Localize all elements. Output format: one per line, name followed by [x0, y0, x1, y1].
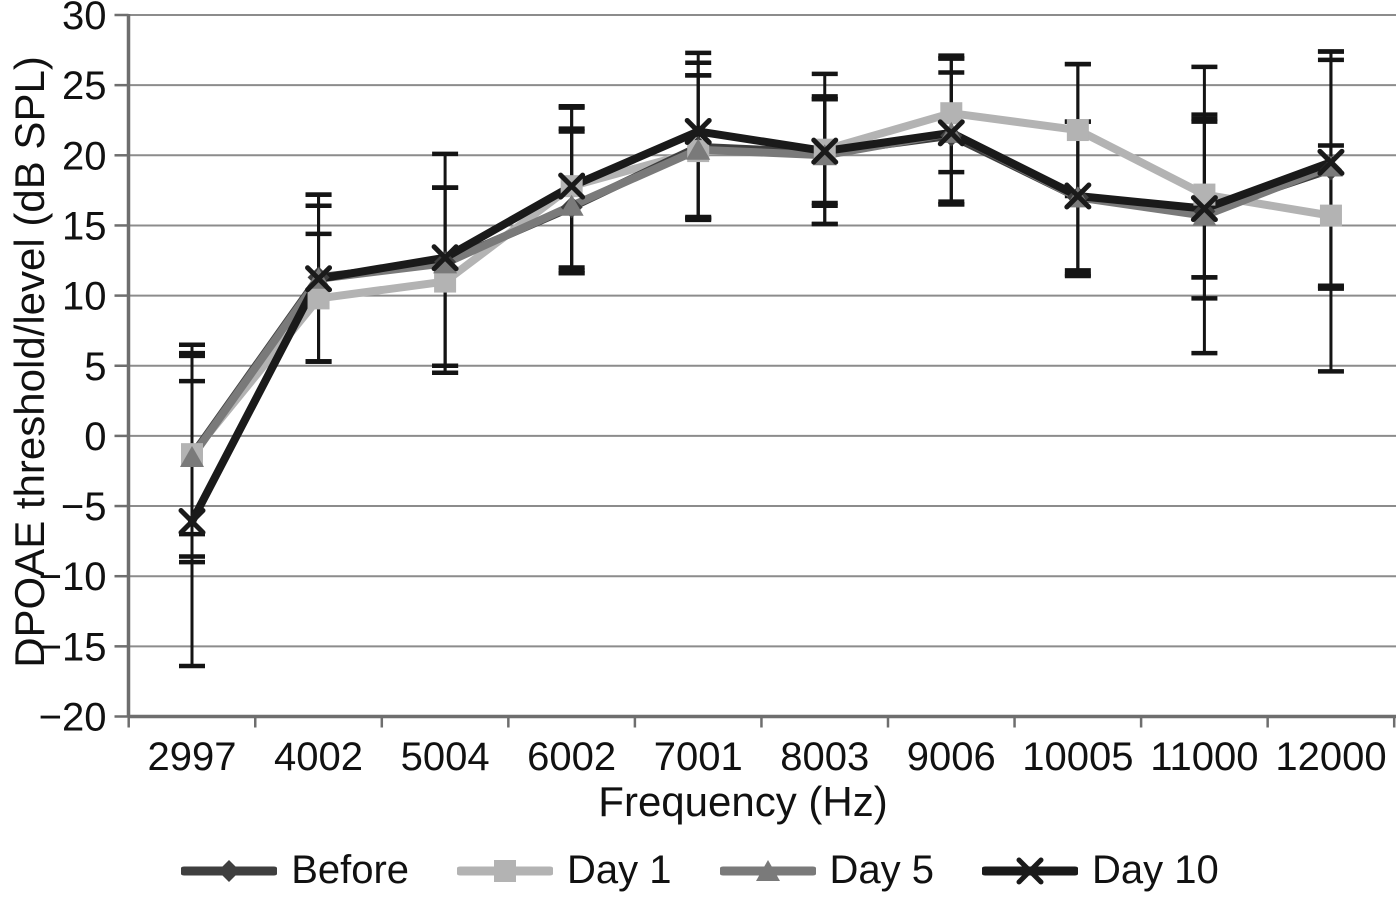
axes	[114, 13, 1396, 728]
x-marker	[558, 172, 586, 200]
triangle-marker	[1192, 204, 1217, 226]
series-markers-day-10	[178, 117, 1345, 535]
triangle-marker	[686, 138, 711, 160]
series-polyline	[188, 109, 1335, 459]
triangle-marker	[559, 194, 584, 216]
x-marker	[305, 265, 333, 293]
legend-marker	[494, 859, 517, 882]
legend-item-before: Before	[181, 848, 409, 893]
diamond-marker-icon	[181, 859, 278, 882]
legend-item-day-10: Day 10	[982, 848, 1219, 893]
legend-marker	[755, 859, 780, 881]
x-tick-label: 10005	[1022, 735, 1133, 779]
x-marker	[1190, 195, 1218, 223]
y-tick-label: 25	[62, 64, 107, 108]
series-line-day-1	[188, 109, 1335, 459]
y-tick-label: 5	[84, 345, 106, 389]
square-marker	[307, 287, 330, 310]
x-tick-label: 7001	[654, 735, 743, 779]
legend-marker	[1016, 857, 1044, 884]
x-tick-label: 11000	[1150, 735, 1258, 779]
x-marker	[431, 244, 459, 272]
square-marker	[940, 102, 963, 125]
x-tick-label: 8003	[780, 735, 869, 779]
triangle-marker-icon	[719, 859, 816, 881]
x-tick-label: 6002	[527, 735, 616, 779]
legend-marker	[218, 859, 241, 882]
y-tick-label: 0	[84, 415, 106, 459]
x-marker	[684, 117, 712, 145]
x-tick-label: 2997	[148, 735, 237, 779]
x-tick-label: 5004	[401, 735, 490, 779]
series-markers-day-1	[181, 102, 1342, 466]
gridlines	[128, 14, 1396, 648]
x-marker	[178, 507, 206, 535]
legend-label: Day 5	[829, 848, 935, 892]
legend-label: Day 1	[567, 848, 672, 892]
y-axis-title: DPOAE threshold/level (dB SPL)	[6, 56, 53, 668]
legend-item-day-5: Day 5	[719, 848, 935, 893]
series-polyline	[188, 127, 1335, 526]
x-marker	[1064, 182, 1092, 210]
square-marker-icon	[457, 859, 554, 882]
y-tick-label: −15	[39, 625, 107, 669]
legend-label: Before	[291, 848, 410, 892]
square-marker	[1319, 204, 1342, 227]
x-marker	[1317, 148, 1345, 176]
y-tick-label: −5	[61, 485, 107, 529]
x-marker	[937, 119, 965, 147]
legend-item-day-1: Day 1	[457, 848, 672, 893]
series-line-day-10	[188, 127, 1335, 526]
legend-label: Day 10	[1092, 848, 1219, 892]
x-marker-icon	[982, 857, 1079, 884]
y-tick-label: 15	[62, 204, 107, 248]
x-tick-label: 4002	[274, 735, 363, 779]
y-tick-label: −10	[39, 555, 107, 599]
square-marker	[434, 270, 457, 293]
square-marker	[1066, 119, 1089, 142]
chart-legend: Before Day 1 Day 5 Day 10	[0, 848, 1400, 893]
x-axis-title: Frequency (Hz)	[598, 778, 888, 825]
triangle-marker	[433, 252, 458, 274]
triangle-marker	[180, 445, 204, 467]
x-tick-label: 9006	[907, 735, 996, 779]
tick-labels: 30 25 20 15 10 5 0 −5 −10 −15 −20 2997 4002 5004 6002 7…	[39, 0, 1387, 779]
y-tick-label: 10	[62, 275, 107, 319]
y-tick-label: −20	[39, 696, 107, 740]
x-marker	[811, 137, 839, 165]
y-tick-label: 20	[62, 134, 107, 178]
x-tick-label: 12000	[1275, 735, 1386, 779]
y-tick-label: 30	[62, 0, 107, 38]
